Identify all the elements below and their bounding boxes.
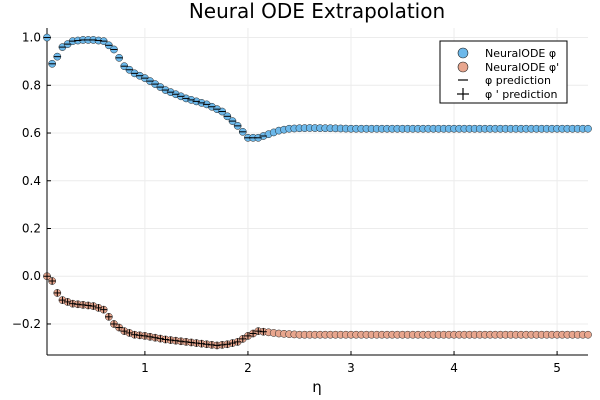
legend-label-dphi-prediction: φ ' prediction [485, 88, 557, 101]
x-tick-label: 1 [141, 361, 149, 375]
series-phi-prediction [43, 37, 267, 139]
grid [47, 28, 588, 355]
y-tick-label: −0.2 [12, 317, 41, 331]
x-tick-label: 3 [347, 361, 355, 375]
y-tick-label: 0.6 [22, 126, 41, 140]
legend-marker-phi [457, 47, 469, 59]
series-neuralode-dphi [43, 272, 592, 350]
legend-marker-dphi [457, 61, 469, 73]
x-tick-label: 4 [450, 361, 458, 375]
legend-label-phi-prediction: φ prediction [485, 74, 551, 87]
y-tick-label: 0.4 [22, 174, 41, 188]
legend: NeuralODE φ NeuralODE φ' φ prediction φ … [439, 40, 568, 104]
x-axis-label: η [312, 378, 322, 396]
series-dphi-prediction [43, 272, 267, 349]
data-point-dphi [584, 330, 592, 339]
y-tick-label: 1.0 [22, 31, 41, 45]
y-tick-label: 0.0 [22, 269, 41, 283]
y-tick-label: 0.2 [22, 221, 41, 235]
plot-frame [46, 28, 588, 356]
legend-label-phi: NeuralODE φ [485, 47, 556, 60]
y-tick-label: 0.8 [22, 78, 41, 92]
chart-title: Neural ODE Extrapolation [189, 0, 445, 23]
x-tick-label: 5 [553, 361, 561, 375]
x-tick-label: 2 [244, 361, 252, 375]
legend-label-dphi: NeuralODE φ' [485, 61, 559, 74]
data-point-phi [584, 124, 592, 133]
y-axis-ticks: −0.2 0.0 0.2 0.4 0.6 0.8 1.0 [12, 31, 51, 331]
x-axis-ticks: 1 2 3 4 5 [141, 351, 561, 375]
